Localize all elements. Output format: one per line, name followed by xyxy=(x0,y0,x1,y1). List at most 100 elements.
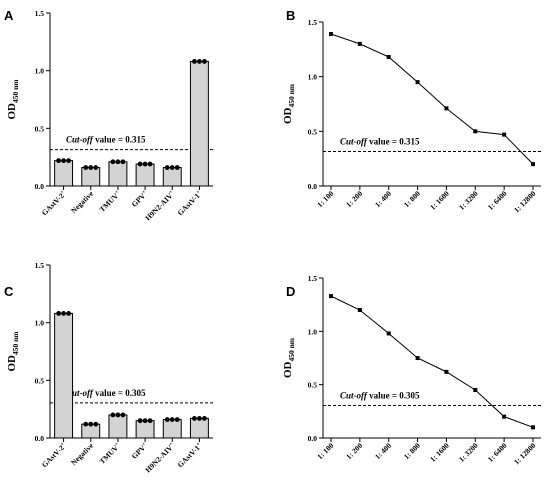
y-tick-label: 1.5 xyxy=(308,18,318,27)
data-point xyxy=(164,165,170,170)
x-tick-label-text: 1: 100 xyxy=(315,189,335,209)
y-axis-title-subscript: 450 nm xyxy=(11,79,20,103)
x-tick-label-text: 1: 400 xyxy=(373,189,393,209)
panel-letter: B xyxy=(286,8,295,23)
data-point xyxy=(386,54,391,59)
data-point xyxy=(137,418,143,424)
data-point xyxy=(169,165,175,170)
x-tick-label-text: 1: 200 xyxy=(344,189,364,209)
x-tick-label-superscript: + xyxy=(114,189,120,195)
x-tick-label: 1: 1600 xyxy=(428,441,451,464)
data-point xyxy=(473,388,478,392)
x-tick-label: TMUV+ xyxy=(98,441,123,466)
data-point xyxy=(137,161,143,167)
data-point xyxy=(202,59,207,64)
data-point xyxy=(83,165,89,170)
data-point xyxy=(115,159,121,165)
data-point xyxy=(56,311,61,316)
data-point xyxy=(531,162,535,167)
data-point xyxy=(357,308,362,312)
x-tick-label-text: 1: 6400 xyxy=(486,189,509,212)
y-tick-label: 0.0 xyxy=(308,182,318,191)
x-tick-label: H9N2-AIV+ xyxy=(143,441,176,474)
y-tick-label: 1.5 xyxy=(308,274,318,283)
data-point xyxy=(192,415,197,421)
data-point xyxy=(329,294,333,299)
y-tick-label: 0.0 xyxy=(35,182,45,191)
bar xyxy=(135,163,155,187)
data-point xyxy=(142,161,148,167)
bar xyxy=(135,420,155,439)
bar xyxy=(108,414,128,439)
data-point xyxy=(61,158,66,164)
x-tick-label: 1: 100 xyxy=(315,189,335,209)
panel-c-bar-chart: C OD450 nm 0.0 0.5 1.0 1.5 Cut-off value = 0.3… xyxy=(4,261,213,474)
y-tick-label: 1.0 xyxy=(308,327,318,336)
bar xyxy=(189,60,209,187)
data-point xyxy=(61,311,66,316)
data-point xyxy=(147,161,153,167)
x-tick-label-text: H9N2-AIV xyxy=(143,191,175,223)
data-point xyxy=(83,421,89,427)
x-tick-label-text: 1: 200 xyxy=(344,441,364,461)
cutoff-label-italic: Cut-off xyxy=(66,135,94,145)
y-tick-label: 0.0 xyxy=(35,434,45,443)
panel-d-line-chart: D OD450 nm 0.0 0.5 1.0 1.5 Cut-off value = 0.3… xyxy=(282,274,541,466)
x-tick-label: 1: 3200 xyxy=(457,441,480,464)
y-tick-label: 1.0 xyxy=(35,319,45,328)
x-tick-label-superscript: + xyxy=(195,441,201,447)
panel-a-bar-chart: A OD450 nm 0.0 0.5 1.0 1.5 Cut-off value = 0.3… xyxy=(4,8,213,222)
data-point xyxy=(88,165,94,170)
data-point xyxy=(120,159,126,165)
data-point xyxy=(197,59,202,64)
bar xyxy=(108,161,128,187)
x-tick-label-superscript: + xyxy=(141,189,147,195)
cutoff-label-value: value = 0.305 xyxy=(367,390,420,400)
x-tick-label-text: 1: 6400 xyxy=(486,441,509,464)
x-tick-label: 1: 800 xyxy=(402,189,422,209)
data-point xyxy=(66,158,71,164)
x-tick-label: GAstV-1+ xyxy=(176,441,204,469)
bar xyxy=(54,312,74,439)
x-tick-label: GPV+ xyxy=(130,189,150,209)
data-point xyxy=(56,158,61,164)
cutoff-label: Cut-off value = 0.315 xyxy=(340,137,420,147)
x-tick-label: Negative xyxy=(69,189,96,216)
x-tick-label: GAstV-1+ xyxy=(176,189,204,217)
y-axis-title-subscript: 450 nm xyxy=(287,83,296,107)
cutoff-label-italic: Cut-off xyxy=(66,388,94,398)
cutoff-label: Cut-off value = 0.305 xyxy=(340,390,420,400)
y-tick-label: 1.5 xyxy=(35,9,45,18)
x-tick-label-superscript: + xyxy=(168,189,174,195)
panel-letter: C xyxy=(4,284,14,299)
data-point xyxy=(93,165,99,170)
cutoff-label: Cut-off value = 0.305 xyxy=(66,388,146,398)
data-point xyxy=(110,412,116,418)
data-point xyxy=(197,415,202,421)
cutoff-label-value: value = 0.315 xyxy=(93,135,146,145)
data-point xyxy=(120,412,126,418)
x-tick-label: 1: 6400 xyxy=(486,189,509,212)
x-tick-label: 1: 1600 xyxy=(428,189,451,212)
panel-letter: A xyxy=(4,8,14,23)
x-tick-label-superscript: + xyxy=(59,441,65,447)
y-axis-title-subscript: 450 nm xyxy=(11,331,20,355)
data-point xyxy=(531,425,535,430)
x-tick-label-text: 1: 100 xyxy=(315,441,335,461)
x-tick-label-text: 1: 3200 xyxy=(457,189,480,212)
panel-letter: D xyxy=(286,284,295,299)
bar xyxy=(162,167,182,187)
bar xyxy=(81,167,101,187)
data-point xyxy=(386,331,391,336)
y-axis-title-main: OD xyxy=(6,103,18,120)
x-tick-label: 1: 400 xyxy=(373,189,393,209)
y-tick-label: 1.0 xyxy=(308,73,318,82)
data-point xyxy=(147,418,153,424)
x-tick-label: GAstV-2+ xyxy=(40,441,68,469)
data-point xyxy=(174,417,180,422)
data-point xyxy=(415,356,420,360)
y-tick-label: 1.0 xyxy=(35,67,45,76)
x-tick-label-superscript: + xyxy=(195,189,201,195)
x-tick-label: GPV+ xyxy=(130,441,150,461)
